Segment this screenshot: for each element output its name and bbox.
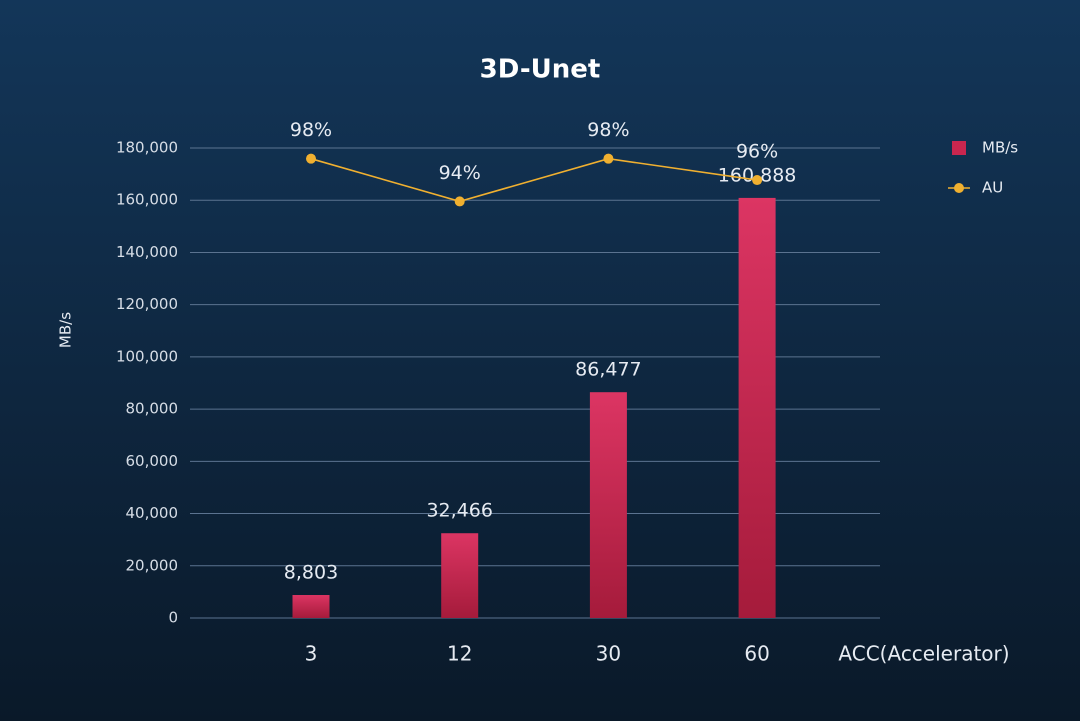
y-axis-label: MB/s (57, 312, 75, 348)
bar (292, 595, 330, 618)
line-marker (603, 153, 614, 164)
data-label: 94% (439, 162, 481, 184)
legend-label: AU (982, 179, 1003, 197)
y-tick-label: 120,000 (116, 295, 178, 313)
legend-swatch (954, 183, 964, 193)
line-marker (454, 196, 465, 207)
y-tick-label: 160,000 (116, 191, 178, 209)
y-tick-label: 40,000 (126, 504, 179, 522)
data-label: 8,803 (284, 562, 338, 584)
x-tick-label: 3 (305, 642, 318, 666)
bar (738, 197, 776, 618)
line-marker (752, 175, 763, 186)
data-label: 96% (736, 141, 778, 163)
y-tick-label: 180,000 (116, 139, 178, 157)
line-marker (306, 153, 316, 164)
legend-label: MB/s (982, 139, 1018, 157)
line (310, 157, 758, 203)
x-tick-label: 60 (744, 642, 769, 666)
x-axis-label: ACC(Accelerator) (838, 642, 1009, 666)
y-tick-label: 80,000 (126, 400, 179, 418)
bar (441, 533, 479, 618)
data-label: 32,466 (426, 500, 492, 522)
data-label: 86,477 (575, 359, 641, 381)
data-label: 98% (290, 119, 332, 141)
data-label: 98% (587, 119, 629, 141)
y-tick-label: 140,000 (116, 243, 178, 261)
legend-swatch (952, 141, 966, 155)
chart-title: 3D-Unet (480, 55, 601, 85)
x-tick-label: 12 (447, 642, 472, 666)
x-tick-label: 30 (596, 642, 621, 666)
y-tick-label: 0 (168, 609, 178, 627)
bar (589, 392, 627, 618)
y-tick-label: 100,000 (116, 347, 178, 365)
y-tick-label: 60,000 (126, 452, 179, 470)
y-tick-label: 20,000 (126, 556, 179, 574)
